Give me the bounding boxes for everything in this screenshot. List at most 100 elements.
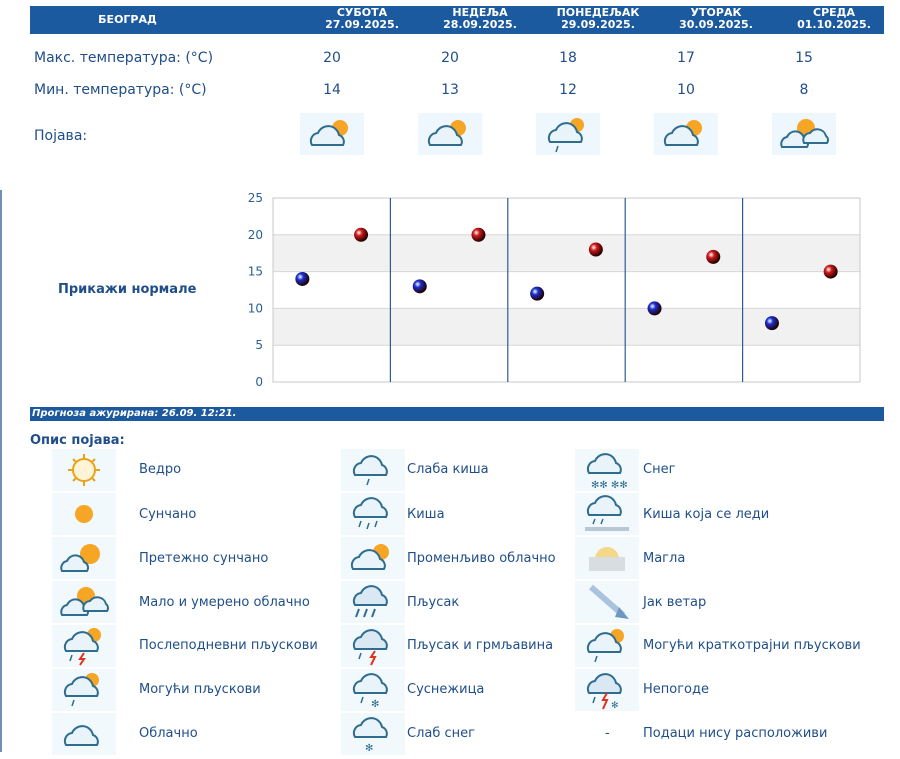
max-temp-point [471, 227, 486, 242]
day-date: 28.09.2025. [443, 18, 517, 31]
min-temp-value: 12 [559, 82, 577, 98]
legend-label: Послеподневни пљускови [139, 638, 318, 653]
shower-icon [341, 581, 405, 623]
update-text: Прогноза ажурирана: 26.09. 12:21. [32, 408, 237, 419]
y-tick-label: 20 [248, 228, 263, 242]
max-temp-label: Макс. температура: (°C) [34, 50, 214, 66]
strong-wind-icon [575, 581, 639, 623]
mostly-sunny-icon [52, 537, 116, 579]
max-temp-point [706, 249, 721, 264]
min-temp-point [530, 286, 545, 301]
sleet-icon: ✻ [341, 669, 405, 711]
day-name: СРЕДА [813, 6, 855, 19]
y-tick-label: 0 [255, 375, 263, 389]
day-date: 27.09.2025. [325, 18, 399, 31]
legend-title: Опис појава: [30, 433, 125, 448]
max-temp-value: 20 [323, 50, 341, 66]
legend-label: Снег [643, 462, 676, 477]
min-temp-value: 8 [799, 82, 809, 98]
max-temp-point [354, 227, 369, 242]
legend-label: Могући краткотрајни пљускови [643, 638, 861, 653]
day-header: СРЕДА 01.10.2025. [775, 7, 893, 31]
legend-label: Облачно [139, 726, 198, 741]
rain-icon [341, 493, 405, 535]
y-tick-label: 5 [255, 338, 263, 352]
max-temp-value: 15 [795, 50, 813, 66]
legend-label: Претежно сунчано [139, 551, 269, 566]
legend-label: Подаци нису расположиви [643, 726, 828, 741]
legend-label: Магла [643, 551, 686, 566]
day-name: ПОНЕДЕЉАК [556, 6, 640, 19]
left-border [0, 190, 2, 752]
day-name: СУБОТА [336, 6, 388, 19]
legend-label: Ведро [139, 462, 182, 477]
cloudy-icon [52, 713, 116, 755]
day-date: 29.09.2025. [561, 18, 635, 31]
y-tick-label: 25 [248, 191, 263, 205]
y-tick-label: 10 [248, 301, 263, 315]
grid-band [273, 234, 860, 272]
clear-sun-icon [52, 449, 116, 491]
legend-label: Суснежица [407, 682, 485, 697]
day-header: НЕДЕЉА 28.09.2025. [421, 7, 539, 31]
svg-text:✻: ✻ [611, 701, 619, 711]
legend-label: Слаба киша [407, 462, 489, 477]
small-moderate-cloudy-icon [52, 581, 116, 623]
min-temp-value: 14 [323, 82, 341, 98]
possible-showers-icon [52, 669, 116, 711]
min-temp-point [647, 301, 662, 316]
header-overlay-fix [30, 6, 884, 34]
no-data-dash: - [605, 726, 610, 741]
fog-icon [575, 537, 639, 579]
svg-text:✻: ✻ [371, 699, 379, 710]
light-snow-icon: ✻ [341, 713, 405, 755]
day-header: УТОРАК 30.09.2025. [657, 7, 775, 31]
legend-label: Непогоде [643, 682, 709, 697]
city-name: БЕОГРАД [98, 13, 157, 26]
y-tick-label: 15 [248, 265, 263, 279]
day-date: 01.10.2025. [797, 18, 871, 31]
partly-cloudy-icon [300, 113, 364, 155]
max-temp-point [823, 264, 838, 279]
small-moderate-cloudy-icon [772, 113, 836, 155]
phenomenon-label: Појава: [34, 128, 88, 144]
update-bar: Прогноза ажурирана: 26.09. 12:21. [30, 407, 884, 421]
partly-cloudy-icon [418, 113, 482, 155]
legend-label: Пљусак и грмљавина [407, 638, 554, 653]
legend-label: Јак ветар [643, 595, 707, 610]
legend-label: Променљиво облачно [407, 551, 556, 566]
day-header: ПОНЕДЕЉАК 29.09.2025. [539, 7, 657, 31]
max-temp-value: 18 [559, 50, 577, 66]
possible-showers-icon [536, 113, 600, 155]
legend-label: Сунчано [139, 507, 197, 522]
temperature-chart: 0 5 10 15 20 25 [248, 191, 861, 389]
max-temp-value: 20 [441, 50, 459, 66]
svg-text:✻✻ ✻✻: ✻✻ ✻✻ [591, 480, 628, 491]
plot-frame [272, 197, 861, 383]
min-temp-point [295, 271, 310, 286]
day-date: 30.09.2025. [679, 18, 753, 31]
thunder-shower-icon [341, 625, 405, 667]
partly-cloudy-icon [654, 113, 718, 155]
grid-band [273, 308, 860, 346]
min-temp-value: 10 [677, 82, 695, 98]
legend-label: Мало и умерено облачно [139, 595, 310, 610]
day-name: НЕДЕЉА [452, 6, 508, 19]
day-header: СУБОТА 27.09.2025. [303, 7, 421, 31]
possible-brief-showers-icon [575, 625, 639, 667]
variable-cloudy-icon [341, 537, 405, 579]
min-temp-point [764, 316, 779, 331]
max-temp-value: 17 [677, 50, 695, 66]
light-rain-icon [341, 449, 405, 491]
storm-icon: ✻ [575, 669, 639, 711]
min-temp-point [412, 279, 427, 294]
forecast-header: БЕОГРАД СУБОТА 27.09.2025. НЕДЕЉА 28.09.… [30, 6, 884, 34]
legend-label: Пљусак [407, 595, 460, 610]
snow-icon: ✻✻ ✻✻ [575, 449, 639, 491]
legend-label: Могући пљускови [139, 682, 261, 697]
max-temp-point [588, 242, 603, 257]
show-normals-link[interactable]: Прикажи нормале [58, 282, 197, 297]
afternoon-showers-icon [52, 625, 116, 667]
legend-label: Киша која се леди [643, 507, 770, 522]
legend-label: Киша [407, 507, 445, 522]
